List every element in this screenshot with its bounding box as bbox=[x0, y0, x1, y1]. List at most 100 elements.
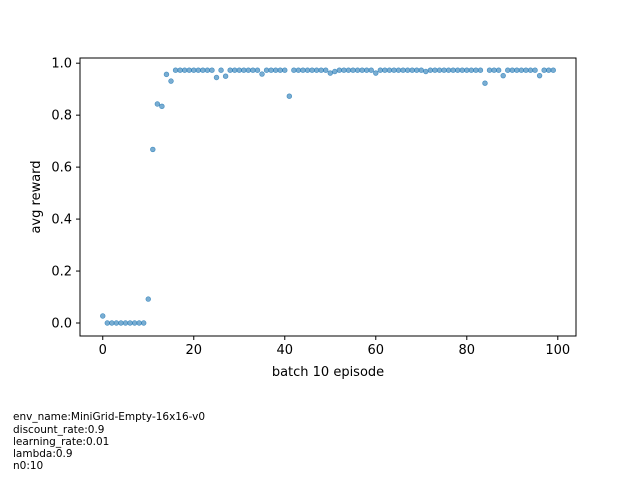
data-point bbox=[222, 73, 229, 79]
data-point bbox=[400, 67, 406, 73]
data-point bbox=[386, 67, 393, 73]
data-point bbox=[414, 67, 420, 73]
y-axis-ticks: 0.0 0.2 0.4 0.6 0.8 1.0 bbox=[51, 57, 80, 332]
data-point bbox=[100, 313, 106, 319]
data-point bbox=[232, 67, 238, 73]
data-point bbox=[131, 320, 138, 326]
data-point bbox=[336, 67, 343, 73]
data-point bbox=[514, 67, 520, 73]
data-point bbox=[382, 67, 388, 73]
plot-frame bbox=[79, 57, 577, 337]
x-tick-label: 40 bbox=[276, 343, 293, 358]
data-point bbox=[241, 67, 247, 73]
data-point bbox=[532, 67, 538, 73]
data-point bbox=[354, 67, 361, 73]
x-axis-ticks: 0 20 40 60 80 100 bbox=[99, 336, 570, 358]
data-point bbox=[277, 67, 283, 73]
data-point bbox=[550, 67, 556, 73]
note-lambda: lambda:0.9 bbox=[13, 448, 73, 460]
data-point bbox=[263, 67, 270, 73]
data-point bbox=[391, 67, 397, 73]
data-point bbox=[150, 146, 156, 153]
data-point bbox=[327, 70, 333, 76]
data-point bbox=[104, 320, 111, 326]
data-point bbox=[345, 67, 352, 73]
y-tick-label: 0.2 bbox=[51, 265, 72, 280]
data-point bbox=[122, 320, 129, 326]
data-point bbox=[300, 67, 306, 73]
data-point bbox=[500, 72, 506, 79]
data-point bbox=[227, 67, 233, 73]
data-point bbox=[523, 67, 529, 73]
x-tick-label: 0 bbox=[99, 343, 107, 358]
data-point bbox=[477, 67, 484, 73]
x-tick-label: 100 bbox=[545, 343, 570, 358]
data-point bbox=[527, 67, 534, 73]
data-point bbox=[395, 67, 402, 73]
data-point bbox=[181, 67, 188, 73]
data-point bbox=[209, 67, 215, 73]
data-point bbox=[204, 67, 211, 73]
x-tick-label: 80 bbox=[459, 343, 476, 358]
data-point bbox=[318, 67, 324, 73]
data-point bbox=[172, 67, 179, 73]
y-tick-label: 0.0 bbox=[51, 317, 72, 332]
data-point bbox=[427, 67, 434, 73]
data-point bbox=[272, 67, 279, 73]
plot-area bbox=[79, 57, 577, 337]
data-point bbox=[363, 67, 370, 73]
data-point bbox=[163, 71, 170, 78]
data-point bbox=[323, 67, 329, 73]
data-point bbox=[495, 67, 502, 73]
data-point bbox=[213, 74, 220, 81]
data-point bbox=[441, 67, 447, 73]
data-point bbox=[541, 67, 547, 73]
data-point bbox=[286, 93, 293, 99]
data-point bbox=[218, 67, 224, 73]
data-point bbox=[450, 67, 456, 73]
data-point bbox=[145, 296, 151, 302]
data-point bbox=[423, 68, 429, 75]
data-point bbox=[368, 67, 374, 73]
data-point bbox=[373, 70, 379, 76]
data-point bbox=[341, 67, 347, 73]
data-point bbox=[536, 72, 543, 79]
data-point bbox=[454, 67, 461, 73]
data-point bbox=[113, 320, 120, 326]
data-point bbox=[304, 67, 311, 73]
data-point bbox=[177, 67, 183, 73]
data-point bbox=[468, 67, 475, 73]
data-point bbox=[332, 68, 338, 75]
data-point bbox=[254, 67, 261, 73]
data-point bbox=[436, 67, 443, 73]
data-point bbox=[459, 67, 465, 73]
y-tick-label: 0.4 bbox=[51, 213, 72, 228]
data-point bbox=[377, 67, 384, 73]
data-point bbox=[518, 67, 525, 73]
note-learning-rate: learning_rate:0.01 bbox=[13, 436, 109, 448]
data-point bbox=[432, 67, 438, 73]
data-point bbox=[473, 67, 479, 73]
data-point bbox=[259, 71, 265, 77]
data-point bbox=[282, 67, 288, 73]
data-point bbox=[127, 320, 133, 326]
data-point bbox=[545, 67, 552, 73]
data-point bbox=[309, 67, 315, 73]
note-discount-rate: discount_rate:0.9 bbox=[13, 424, 105, 436]
data-point bbox=[136, 320, 142, 326]
y-tick-label: 1.0 bbox=[51, 57, 72, 72]
data-point bbox=[109, 320, 115, 326]
y-tick-label: 0.6 bbox=[51, 161, 72, 176]
data-point bbox=[295, 67, 302, 73]
y-axis-label: avg reward bbox=[29, 160, 44, 233]
x-axis-label: batch 10 episode bbox=[272, 365, 384, 380]
data-point bbox=[409, 67, 415, 73]
x-tick-label: 60 bbox=[368, 343, 385, 358]
data-point bbox=[464, 67, 470, 73]
data-point bbox=[509, 67, 515, 73]
data-point bbox=[154, 101, 161, 107]
data-point bbox=[250, 67, 256, 73]
data-point bbox=[159, 103, 165, 110]
data-point bbox=[118, 320, 124, 326]
